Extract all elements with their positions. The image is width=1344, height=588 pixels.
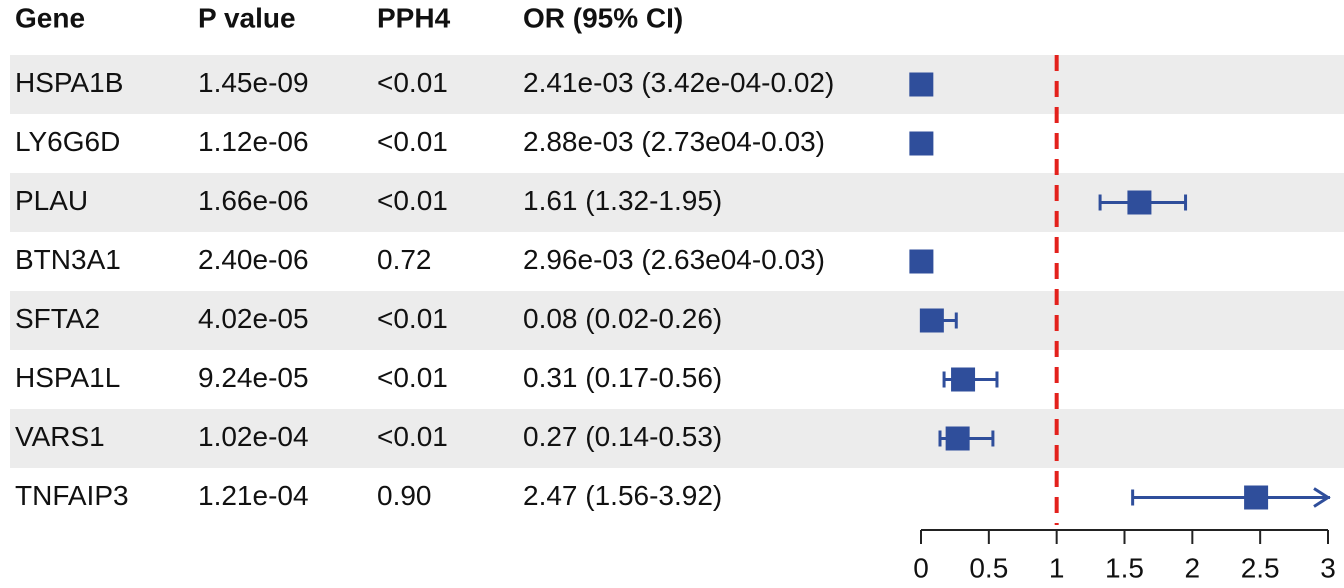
or-point [1244,485,1269,510]
pph4-value: <0.01 [377,303,448,334]
x-tick-label: 3 [1320,552,1336,583]
or-ci-label: 0.27 (0.14-0.53) [523,421,722,452]
gene-label: PLAU [15,185,88,216]
gene-label: HSPA1L [15,362,120,393]
or-ci-label: 2.96e-03 (2.63e04-0.03) [523,244,825,275]
or-point [909,131,934,156]
gene-label: SFTA2 [15,303,100,334]
pph4-value: <0.01 [377,67,448,98]
p-value: 1.45e-09 [198,67,309,98]
or-point [945,426,970,451]
gene-label: VARS1 [15,421,105,452]
column-header: Gene [15,2,85,33]
column-header: P value [198,2,296,33]
pph4-value: 0.90 [377,480,432,511]
or-point [1127,190,1152,215]
ci-arrow [1313,487,1331,508]
p-value: 1.21e-04 [198,480,309,511]
x-tick-label: 0 [913,552,929,583]
row-stripe [10,55,1344,114]
row-stripe [10,291,1344,350]
column-header: PPH4 [377,2,451,33]
x-tick-label: 2.5 [1241,552,1280,583]
p-value: 4.02e-05 [198,303,309,334]
pph4-value: <0.01 [377,421,448,452]
or-point [919,308,944,333]
p-value: 2.40e-06 [198,244,309,275]
or-point [909,249,934,274]
or-point [951,367,976,392]
or-ci-label: 0.31 (0.17-0.56) [523,362,722,393]
or-ci-label: 0.08 (0.02-0.26) [523,303,722,334]
x-tick-label: 1.5 [1105,552,1144,583]
gene-label: LY6G6D [15,126,120,157]
p-value: 1.12e-06 [198,126,309,157]
x-tick-label: 2 [1185,552,1201,583]
pph4-value: <0.01 [377,185,448,216]
p-value: 1.66e-06 [198,185,309,216]
or-point [909,72,934,97]
or-ci-label: 2.88e-03 (2.73e04-0.03) [523,126,825,157]
pph4-value: <0.01 [377,126,448,157]
pph4-value: <0.01 [377,362,448,393]
column-header: OR (95% CI) [523,2,683,33]
or-ci-label: 1.61 (1.32-1.95) [523,185,722,216]
gene-label: HSPA1B [15,67,123,98]
pph4-value: 0.72 [377,244,432,275]
or-ci-label: 2.41e-03 (3.42e-04-0.02) [523,67,834,98]
or-ci-label: 2.47 (1.56-3.92) [523,480,722,511]
gene-label: BTN3A1 [15,244,121,275]
p-value: 1.02e-04 [198,421,309,452]
x-tick-label: 1 [1049,552,1065,583]
p-value: 9.24e-05 [198,362,309,393]
row-stripe [10,409,1344,468]
x-tick-label: 0.5 [969,552,1008,583]
gene-label: TNFAIP3 [15,480,129,511]
